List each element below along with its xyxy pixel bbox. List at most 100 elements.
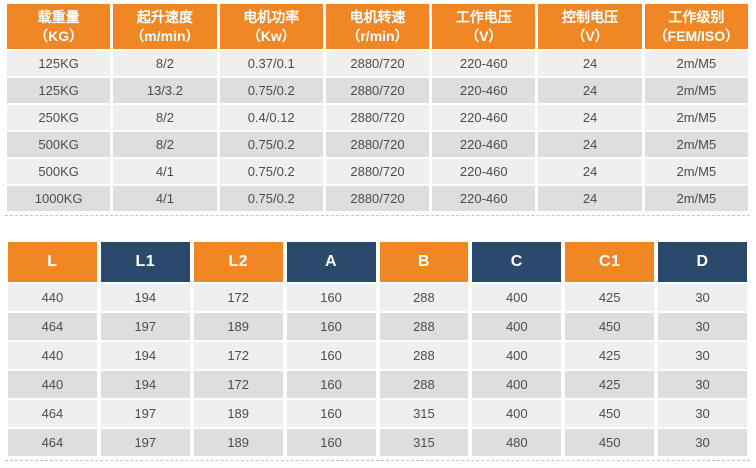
spec-cell: 8/2	[113, 105, 217, 130]
spec-row: 125KG 8/2 0.37/0.1 2880/720 220-460 24 2m/M5	[7, 51, 748, 76]
dimension-row: 440 194 172 160 288 400 425 30	[8, 371, 747, 398]
spec-header-title: 电机转速	[349, 8, 406, 25]
dimension-cell: 315	[379, 400, 469, 427]
spec-cell: 24	[538, 51, 642, 76]
dimension-cell: 440	[8, 342, 97, 369]
spec-header-cell: 工作级别 （FEM/ISO）	[644, 4, 748, 49]
spec-cell: 2880/720	[325, 51, 430, 76]
spec-header-title: 电机功率	[243, 8, 300, 25]
dimension-row: 464 197 189 160 315 400 450 30	[8, 400, 747, 427]
spec-header-unit: （V）	[571, 27, 609, 44]
dimension-table-body: 440 194 172 160 288 400 425 30 464 197 189 160 288 40…	[8, 284, 747, 456]
spec-cell: 0.75/0.2	[219, 78, 323, 103]
dimension-header-cell: L2	[193, 242, 283, 282]
dimension-header-cell: C1	[565, 242, 655, 282]
dimension-cell: 315	[379, 429, 469, 456]
spec-cell: 24	[538, 159, 642, 184]
dimension-row: 440 194 172 160 288 400 425 30	[8, 342, 747, 369]
spec-cell: 2880/720	[325, 132, 430, 157]
spec-header-cell: 电机功率 （Kw）	[219, 4, 323, 49]
spec-header-title: 载重量	[37, 8, 80, 25]
spec-header-title: 控制电压	[562, 8, 619, 25]
spec-cell: 8/2	[113, 51, 217, 76]
spec-row: 500KG 8/2 0.75/0.2 2880/720 220-460 24 2m/M5	[7, 132, 748, 157]
spec-header-unit: （V）	[465, 27, 503, 44]
dimension-row: 464 197 189 160 288 400 450 30	[8, 313, 747, 340]
spec-cell: 24	[538, 78, 642, 103]
spec-cell: 220-460	[432, 78, 536, 103]
dimension-cell: 450	[565, 313, 655, 340]
spec-cell: 125KG	[7, 78, 111, 103]
spec-header-cell: 载重量 （KG）	[7, 4, 111, 49]
dimension-cell: 400	[472, 284, 562, 311]
dimension-table: L L1 L2 A B C C1 D 440 194 172 160 288 400 425 30 464 19…	[4, 240, 751, 458]
spec-cell: 500KG	[7, 132, 111, 157]
spec-header-unit: （r/min）	[346, 27, 409, 44]
dimension-cell: 194	[100, 342, 190, 369]
spec-cell: 2880/720	[325, 186, 430, 211]
spec-cell: 24	[538, 132, 642, 157]
spec-cell: 2m/M5	[644, 186, 748, 211]
dimension-cell: 194	[100, 284, 190, 311]
dimension-cell: 464	[8, 400, 97, 427]
spec-header-cell: 工作电压 （V）	[432, 4, 536, 49]
spec-cell: 220-460	[432, 159, 536, 184]
spec-cell: 250KG	[7, 105, 111, 130]
spec-header-row: 载重量 （KG） 起升速度 （m/min） 电机功率 （Kw） 电机转速 （r/min） 工作电…	[7, 4, 748, 49]
spec-row: 125KG 13/3.2 0.75/0.2 2880/720 220-460 24 2m/M…	[7, 78, 748, 103]
spec-cell: 0.75/0.2	[219, 159, 323, 184]
dimension-cell: 160	[286, 342, 376, 369]
dimension-table-bottom-divider	[5, 460, 750, 461]
spec-cell: 125KG	[7, 51, 111, 76]
spec-cell: 2m/M5	[644, 78, 748, 103]
dimension-cell: 172	[193, 371, 283, 398]
spec-header-cell: 控制电压 （V）	[538, 4, 642, 49]
dimension-cell: 172	[193, 342, 283, 369]
dimension-cell: 160	[286, 371, 376, 398]
dimension-cell: 30	[658, 371, 747, 398]
spec-header-title: 起升速度	[136, 8, 193, 25]
dimension-cell: 197	[100, 429, 190, 456]
dimension-header-cell: L1	[100, 242, 190, 282]
dimension-cell: 160	[286, 400, 376, 427]
spec-row: 250KG 8/2 0.4/0.12 2880/720 220-460 24 2m/M5	[7, 105, 748, 130]
spec-header-unit: （KG）	[34, 27, 84, 44]
dimension-cell: 480	[472, 429, 562, 456]
dimension-header-cell: A	[286, 242, 376, 282]
dimension-cell: 400	[472, 400, 562, 427]
spec-cell: 4/1	[113, 159, 217, 184]
dimension-cell: 197	[100, 400, 190, 427]
spec-header-cell: 起升速度 （m/min）	[113, 4, 217, 49]
dimension-cell: 425	[565, 342, 655, 369]
dimension-cell: 425	[565, 284, 655, 311]
dimension-cell: 160	[286, 313, 376, 340]
spec-cell: 2880/720	[325, 78, 430, 103]
dimension-cell: 288	[379, 342, 469, 369]
dimension-row: 464 197 189 160 315 480 450 30	[8, 429, 747, 456]
dimension-header-row: L L1 L2 A B C C1 D	[8, 242, 747, 282]
dimension-cell: 440	[8, 284, 97, 311]
spec-cell: 220-460	[432, 186, 536, 211]
dimension-cell: 30	[658, 284, 747, 311]
spec-header-unit: （m/min）	[130, 27, 200, 44]
spec-row: 500KG 4/1 0.75/0.2 2880/720 220-460 24 2m/M5	[7, 159, 748, 184]
dimension-header-cell: C	[472, 242, 562, 282]
dimension-header-cell: L	[8, 242, 97, 282]
spec-cell: 2m/M5	[644, 132, 748, 157]
dimension-cell: 189	[193, 400, 283, 427]
spec-header-unit: （Kw）	[246, 27, 296, 44]
spec-cell: 220-460	[432, 51, 536, 76]
dimension-cell: 288	[379, 371, 469, 398]
spec-cell: 2m/M5	[644, 51, 748, 76]
spec-table-body: 125KG 8/2 0.37/0.1 2880/720 220-460 24 2m/M5 12…	[7, 51, 748, 211]
dimension-cell: 464	[8, 313, 97, 340]
dimension-cell: 464	[8, 429, 97, 456]
dimension-cell: 160	[286, 429, 376, 456]
spec-cell: 8/2	[113, 132, 217, 157]
spec-cell: 2880/720	[325, 159, 430, 184]
dimension-cell: 288	[379, 313, 469, 340]
dimension-cell: 189	[193, 429, 283, 456]
spec-cell: 2m/M5	[644, 105, 748, 130]
table-gap	[4, 216, 751, 240]
